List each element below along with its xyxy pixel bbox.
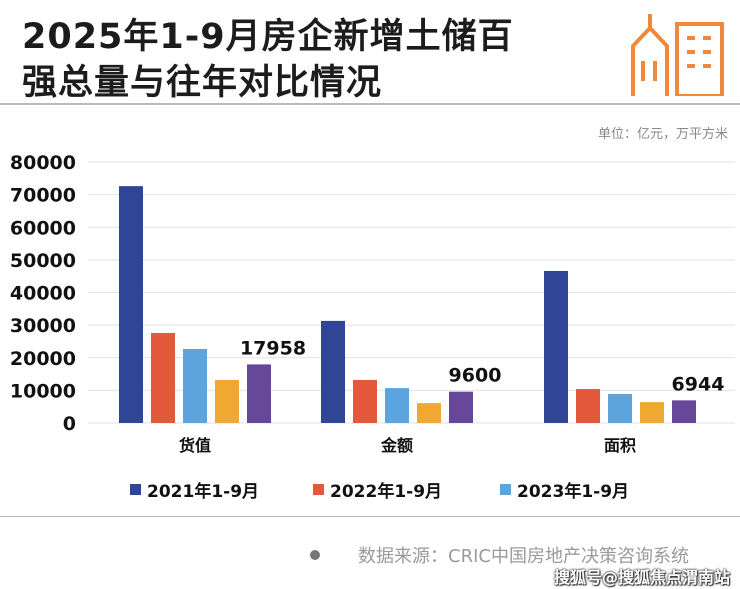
legend-label: 2021年1-9月 — [147, 482, 260, 502]
unit-label: 单位：亿元，万平方米 — [597, 127, 728, 142]
y-tick-label: 40000 — [10, 283, 76, 305]
title-line-2: 强总量与往年对比情况 — [22, 63, 383, 103]
legend-item-2021: 2021年1-9月 — [130, 477, 259, 502]
bar-chart: 0 10000 20000 30000 40000 50000 60000 70000 8000… — [10, 152, 735, 455]
watermark: 搜狐号@搜狐焦点渭南站 — [553, 568, 730, 587]
y-tick-label: 80000 — [10, 152, 76, 174]
y-tick-label: 20000 — [10, 348, 76, 370]
y-tick-label: 50000 — [10, 250, 76, 272]
bar — [353, 379, 377, 423]
bar — [672, 400, 696, 423]
y-tick-label: 10000 — [10, 380, 76, 402]
source-note: 数据来源：CRIC中国房地产决策咨询系统 — [310, 542, 689, 568]
bar — [247, 364, 271, 423]
legend-swatch — [313, 484, 324, 495]
x-tick-label: 面积 — [604, 436, 636, 455]
building-logo-icon — [631, 14, 724, 96]
title-line-1: 2025年1-9月房企新增土储百 — [22, 17, 514, 57]
y-tick-label: 60000 — [10, 217, 76, 239]
y-tick-label: 70000 — [10, 185, 76, 207]
bar — [417, 403, 441, 423]
bar — [544, 270, 568, 423]
bar — [449, 391, 473, 423]
bar — [385, 388, 409, 423]
x-tick-label: 金额 — [380, 436, 413, 455]
divider — [0, 516, 740, 517]
bar — [608, 393, 632, 423]
bullet-icon — [310, 550, 320, 560]
legend-item-2023: 2023年1-9月 — [500, 477, 629, 502]
bar — [321, 320, 345, 423]
divider — [0, 103, 740, 105]
x-tick-label: 货值 — [179, 436, 211, 455]
bar — [640, 402, 664, 423]
data-label: 17958 — [240, 337, 306, 359]
bar — [151, 332, 175, 423]
bar — [183, 348, 207, 423]
legend-swatch — [500, 484, 511, 495]
y-tick-label: 0 — [63, 413, 76, 435]
data-label: 6944 — [672, 373, 725, 395]
legend-label: 2022年1-9月 — [330, 482, 443, 502]
legend-item-2022: 2022年1-9月 — [313, 477, 442, 502]
data-label: 9600 — [449, 365, 502, 387]
bar — [215, 379, 239, 423]
source-text: 数据来源：CRIC中国房地产决策咨询系统 — [358, 546, 689, 567]
bar — [119, 186, 143, 423]
y-tick-label: 30000 — [10, 315, 76, 337]
bar — [576, 389, 600, 423]
legend-label: 2023年1-9月 — [517, 482, 630, 502]
legend-swatch — [130, 484, 141, 495]
